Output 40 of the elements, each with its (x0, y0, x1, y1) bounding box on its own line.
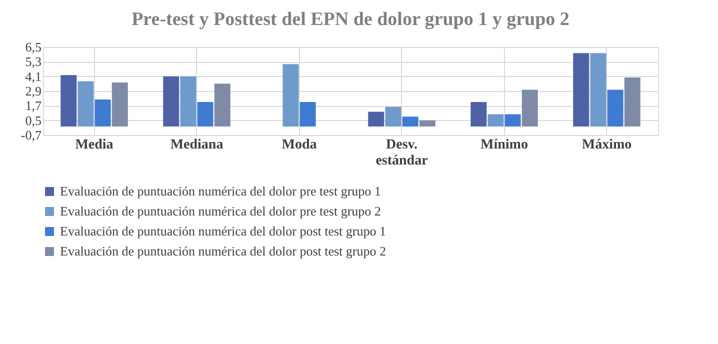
bar (402, 116, 418, 126)
x-tick-label: Desv. estándar (376, 138, 428, 168)
y-tick-label: 0,5 (25, 112, 42, 128)
y-tick-label: 4,1 (25, 68, 42, 84)
bar (590, 53, 606, 126)
legend-label: Evaluación de puntuación numérica del dolor pre test grupo 1 (60, 184, 381, 198)
y-tick-label: -0,7 (20, 128, 42, 142)
y-tick-label: 6,5 (25, 40, 42, 54)
bar (197, 102, 214, 126)
bar (78, 81, 94, 126)
bar (112, 82, 128, 126)
bar (522, 90, 538, 126)
x-tick-label: Mediana (170, 138, 224, 152)
chart-title: Pre-test y Posttest del EPN de dolor grupo 1 y grupo 2 (132, 9, 570, 30)
bar (504, 114, 521, 126)
bar (163, 76, 180, 126)
bar (419, 120, 436, 126)
bar (624, 78, 640, 126)
bar (282, 64, 299, 126)
bar (300, 102, 316, 126)
legend-label: Evaluación de puntuación numérica del dolor post test grupo 1 (60, 224, 386, 238)
bar (368, 112, 384, 126)
bar (573, 53, 590, 126)
y-tick-label: 1,7 (25, 98, 42, 114)
bar (60, 75, 77, 126)
y-tick-label: 5,3 (25, 54, 42, 70)
x-tick-label: Mínimo (480, 138, 528, 152)
x-tick-label: Media (75, 138, 114, 152)
legend-label: Evaluación de puntuación numérica del dolor pre test grupo 2 (60, 204, 381, 218)
bar (488, 114, 504, 126)
x-tick-label: Moda (282, 138, 317, 152)
bar (607, 90, 624, 126)
y-tick-label: 2,9 (25, 84, 42, 98)
legend-label: Evaluación de puntuación numérica del dolor post test grupo 2 (60, 244, 386, 258)
x-tick-label: Máximo (582, 138, 632, 152)
bar (385, 106, 402, 126)
bar (470, 102, 487, 126)
bar (180, 76, 196, 126)
bar (94, 100, 111, 126)
bar (214, 84, 230, 126)
